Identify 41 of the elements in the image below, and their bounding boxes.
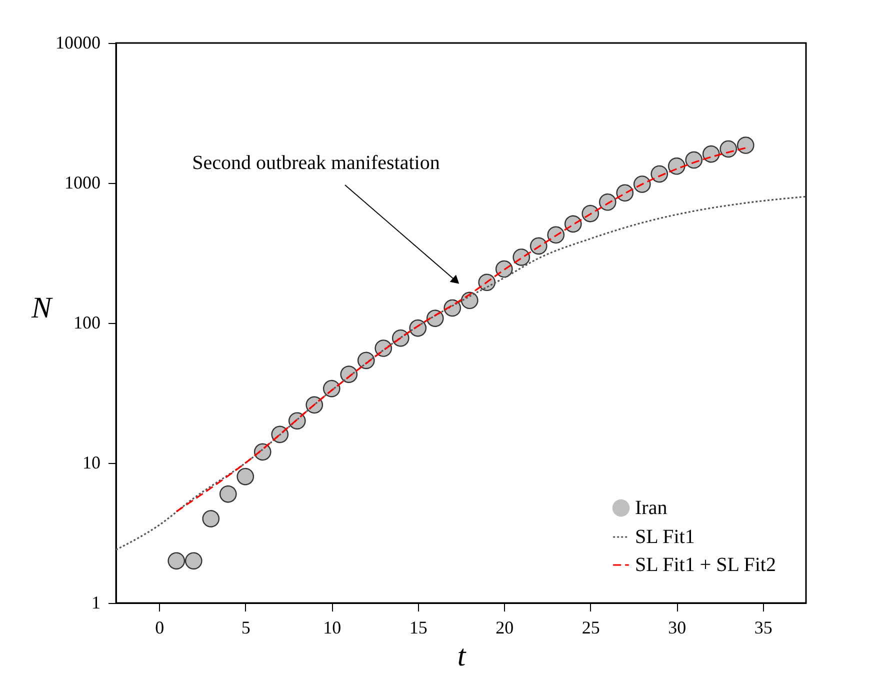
point xyxy=(236,468,254,486)
point xyxy=(340,366,358,383)
y-tick-label: 10 xyxy=(82,452,100,472)
legend-label: SL Fit1 xyxy=(635,526,695,548)
point xyxy=(512,248,530,266)
x-tick-label: 25 xyxy=(582,618,600,638)
annotation: Second outbreak manifestation xyxy=(192,152,440,174)
y-tick-label: 1000 xyxy=(64,172,100,192)
point xyxy=(202,510,220,528)
point xyxy=(720,140,738,158)
point xyxy=(547,226,565,244)
x-tick-label: 30 xyxy=(668,618,686,638)
point xyxy=(409,319,427,337)
x-tick-label: 5 xyxy=(241,618,250,638)
x-tick-label: 35 xyxy=(754,618,772,638)
line-series xyxy=(115,196,807,551)
x-tick-label: 0 xyxy=(155,618,164,638)
point xyxy=(322,380,340,398)
x-tick-label: 15 xyxy=(409,618,428,638)
y-tick-label: 1 xyxy=(92,592,100,612)
legend-label: SL Fit1 + SL Fit2 xyxy=(635,554,776,576)
point xyxy=(168,552,186,570)
point xyxy=(685,151,703,169)
point xyxy=(582,204,600,222)
point xyxy=(184,552,202,570)
point xyxy=(219,485,237,503)
point xyxy=(736,136,754,154)
x-tick-label: 10 xyxy=(323,618,342,638)
point xyxy=(702,145,720,163)
point xyxy=(668,157,686,175)
point xyxy=(633,176,651,193)
point xyxy=(650,165,668,183)
y-tick-label: 10000 xyxy=(56,32,100,52)
legend-label: Iran xyxy=(635,497,668,519)
y-axis-title: N xyxy=(30,292,54,324)
x-axis-title: t xyxy=(457,640,466,672)
point xyxy=(598,193,616,211)
x-tick-label: 20 xyxy=(496,618,514,638)
y-tick-label: 100 xyxy=(74,312,100,332)
point xyxy=(530,237,548,255)
point xyxy=(616,184,634,202)
